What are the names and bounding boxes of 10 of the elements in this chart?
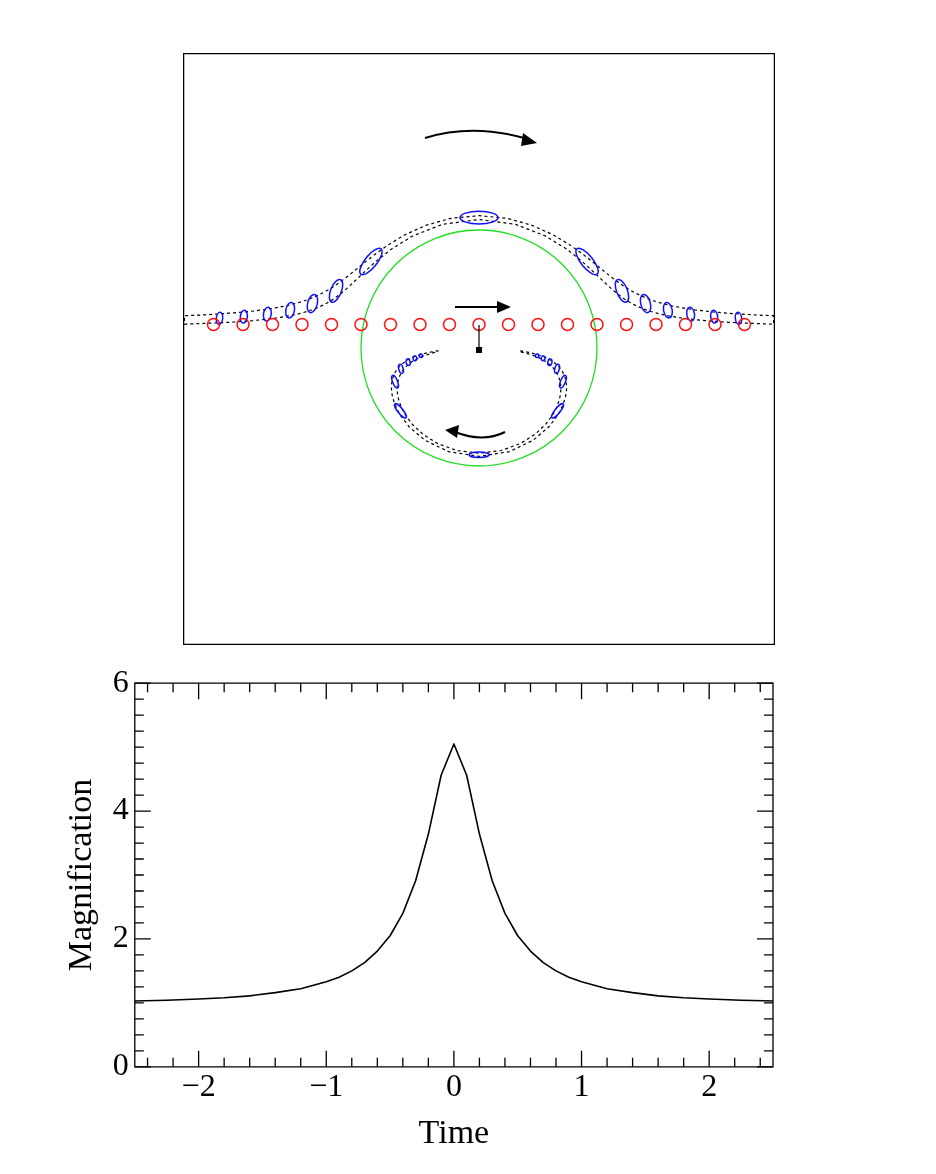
x-tick-label: 2 [701, 1067, 718, 1104]
y-tick-label: 2 [112, 918, 129, 955]
x-axis-title: Time [418, 1112, 490, 1150]
x-tick-label: −1 [309, 1067, 344, 1104]
y-axis-title: Magnification [61, 778, 99, 972]
x-tick-label: −2 [181, 1067, 216, 1104]
y-tick-label: 6 [112, 662, 129, 699]
x-tick-label: 1 [573, 1067, 590, 1104]
x-tick-label: 0 [445, 1067, 462, 1104]
y-tick-label: 4 [112, 790, 129, 827]
